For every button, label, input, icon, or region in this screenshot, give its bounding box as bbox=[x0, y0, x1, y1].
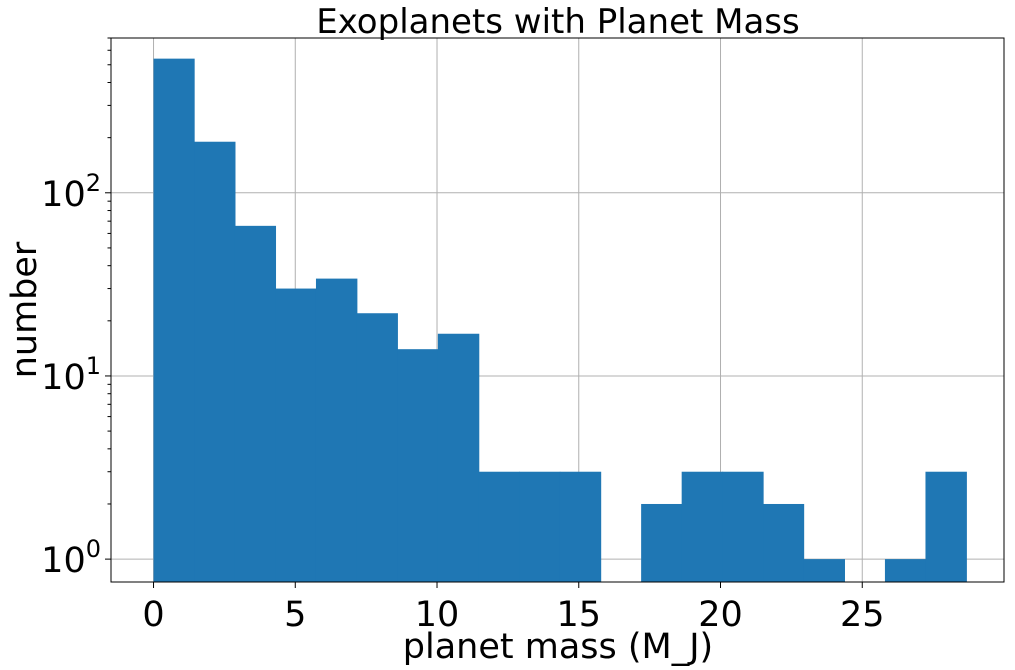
y-tick-label: 100 bbox=[41, 535, 101, 581]
axis-ticks: 0 5 10 15 20 25 100 101 102 bbox=[41, 37, 885, 635]
histogram-bar bbox=[397, 349, 439, 582]
histogram-bar bbox=[722, 471, 764, 582]
x-tick-label: 10 bbox=[415, 595, 460, 635]
x-tick-label: 5 bbox=[284, 595, 306, 635]
histogram-bar bbox=[437, 333, 480, 582]
y-tick-label: 102 bbox=[41, 169, 101, 215]
histogram-bars bbox=[153, 58, 967, 583]
x-tick-label: 0 bbox=[142, 595, 164, 635]
histogram-bar bbox=[559, 471, 602, 582]
histogram-bar bbox=[234, 225, 277, 583]
histogram-bar bbox=[925, 471, 967, 582]
y-axis-label: number bbox=[5, 241, 45, 378]
histogram-bar bbox=[681, 471, 724, 582]
histogram-bar bbox=[763, 503, 805, 582]
histogram-bar bbox=[478, 471, 520, 582]
x-tick-label: 15 bbox=[556, 595, 601, 635]
histogram-bar bbox=[315, 278, 358, 582]
x-axis-label: planet mass (M_J) bbox=[403, 627, 713, 667]
histogram-bar bbox=[803, 559, 845, 582]
y-tick-label: 101 bbox=[41, 352, 101, 398]
histogram-bar bbox=[884, 559, 927, 582]
plot-frame bbox=[110, 37, 1005, 583]
histogram-bar bbox=[275, 288, 317, 582]
histogram-bar bbox=[194, 141, 236, 582]
histogram-bar bbox=[641, 503, 683, 582]
chart-title: Exoplanets with Planet Mass bbox=[316, 2, 799, 42]
histogram-bar bbox=[153, 58, 195, 582]
x-tick-label: 25 bbox=[840, 595, 885, 635]
histogram-bar bbox=[356, 313, 398, 582]
x-tick-label: 20 bbox=[698, 595, 743, 635]
histogram-bar bbox=[519, 471, 561, 582]
